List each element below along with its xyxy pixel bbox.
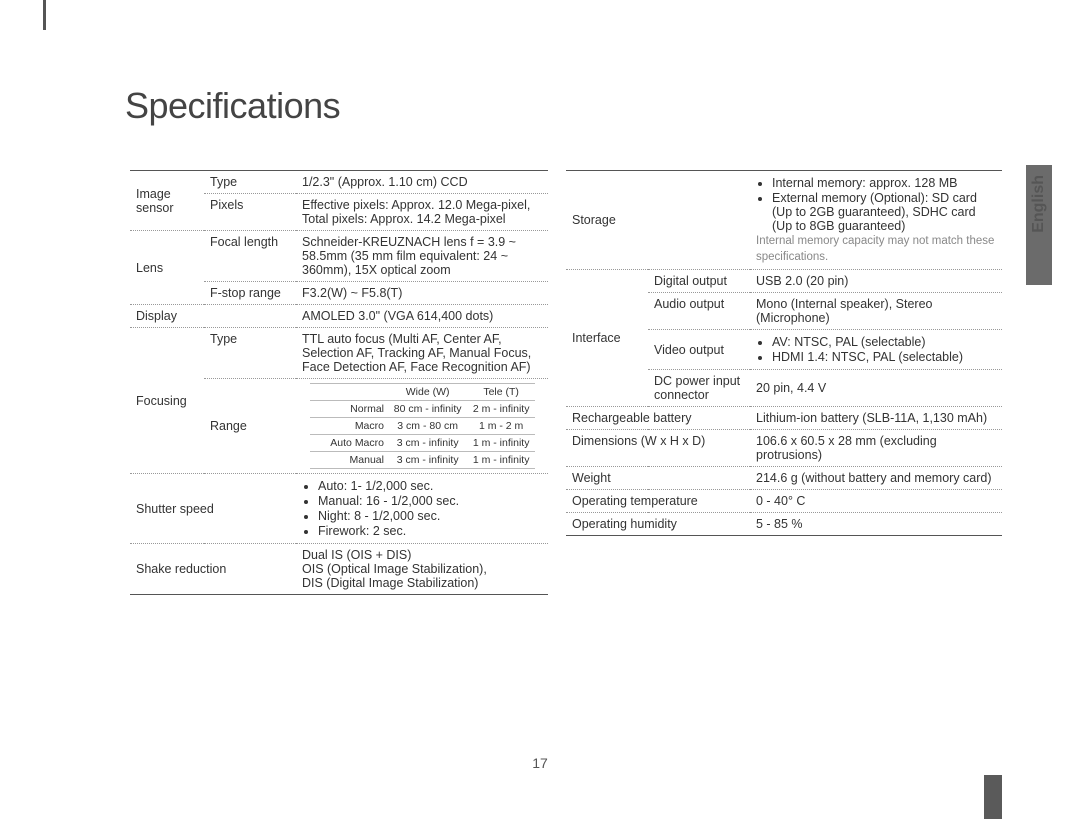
row-label: F-stop range <box>204 282 296 305</box>
specs-table-left: Image sensor Type 1/2.3" (Approx. 1.10 c… <box>130 170 548 595</box>
row-value: AMOLED 3.0" (VGA 614,400 dots) <box>296 305 548 328</box>
language-label: English <box>1030 175 1048 233</box>
row-label: Audio output <box>648 293 750 330</box>
list-item: HDMI 1.4: NTSC, PAL (selectable) <box>772 350 996 364</box>
page-title: Specifications <box>125 85 340 127</box>
range-table: Wide (W) Tele (T) Normal80 cm - infinity… <box>310 383 535 469</box>
cat-focusing: Focusing <box>130 328 204 474</box>
range-row: Auto Macro3 cm - infinity1 m - infinity <box>310 435 535 452</box>
video-list: AV: NTSC, PAL (selectable) HDMI 1.4: NTS… <box>756 335 996 364</box>
row-value: USB 2.0 (20 pin) <box>750 270 1002 293</box>
row-label: Video output <box>648 330 750 370</box>
row-value: 106.6 x 60.5 x 28 mm (excluding protrusi… <box>750 430 1002 467</box>
row-value: 20 pin, 4.4 V <box>750 370 1002 407</box>
cat-optemp: Operating temperature <box>566 490 750 513</box>
row-value: Effective pixels: Approx. 12.0 Mega-pixe… <box>296 194 548 231</box>
cat-shutter: Shutter speed <box>130 474 296 544</box>
row-value: 5 - 85 % <box>750 513 1002 536</box>
list-item: Internal memory: approx. 128 MB <box>772 176 996 190</box>
list-item: Auto: 1- 1/2,000 sec. <box>318 479 542 493</box>
cat-image-sensor: Image sensor <box>130 171 204 231</box>
row-label: Type <box>204 328 296 379</box>
row-value: TTL auto focus (Multi AF, Center AF, Sel… <box>296 328 548 379</box>
list-item: External memory (Optional): SD card (Up … <box>772 191 996 233</box>
range-cell: Wide (W) Tele (T) Normal80 cm - infinity… <box>296 379 548 474</box>
top-marker <box>43 0 46 30</box>
shutter-list: Auto: 1- 1/2,000 sec. Manual: 16 - 1/2,0… <box>302 479 542 538</box>
range-h2: Tele (T) <box>467 384 535 401</box>
range-row: Manual3 cm - infinity1 m - infinity <box>310 452 535 469</box>
row-value: 0 - 40° C <box>750 490 1002 513</box>
cat-storage: Storage <box>566 171 750 270</box>
row-value: 1/2.3" (Approx. 1.10 cm) CCD <box>296 171 548 194</box>
range-h0 <box>310 384 388 401</box>
cat-weight: Weight <box>566 467 750 490</box>
page-number: 17 <box>0 755 1080 771</box>
cat-dimensions: Dimensions (W x H x D) <box>566 430 750 467</box>
storage-cell: Internal memory: approx. 128 MB External… <box>750 171 1002 270</box>
range-row: Macro3 cm - 80 cm1 m - 2 m <box>310 418 535 435</box>
list-item: Night: 8 - 1/2,000 sec. <box>318 509 542 523</box>
cat-battery: Rechargeable battery <box>566 407 750 430</box>
row-label: Range <box>204 379 296 474</box>
list-item: Firework: 2 sec. <box>318 524 542 538</box>
storage-note: Internal memory capacity may not match t… <box>756 234 996 265</box>
bottom-marker <box>984 775 1002 819</box>
row-value: Dual IS (OIS + DIS) OIS (Optical Image S… <box>296 544 548 595</box>
range-h1: Wide (W) <box>388 384 467 401</box>
cat-shake: Shake reduction <box>130 544 296 595</box>
row-label: Type <box>204 171 296 194</box>
row-value: F3.2(W) ~ F5.8(T) <box>296 282 548 305</box>
list-item: Manual: 16 - 1/2,000 sec. <box>318 494 542 508</box>
shutter-cell: Auto: 1- 1/2,000 sec. Manual: 16 - 1/2,0… <box>296 474 548 544</box>
range-row: Normal80 cm - infinity2 m - infinity <box>310 401 535 418</box>
row-value: Lithium-ion battery (SLB-11A, 1,130 mAh) <box>750 407 1002 430</box>
specs-table-right: Storage Internal memory: approx. 128 MB … <box>566 170 1002 536</box>
cat-display: Display <box>130 305 296 328</box>
cat-interface: Interface <box>566 270 648 407</box>
list-item: AV: NTSC, PAL (selectable) <box>772 335 996 349</box>
cat-ophum: Operating humidity <box>566 513 750 536</box>
storage-list: Internal memory: approx. 128 MB External… <box>756 176 996 233</box>
row-label: Pixels <box>204 194 296 231</box>
row-label: Focal length <box>204 231 296 282</box>
spec-page: Specifications English Image sensor Type… <box>0 0 1080 835</box>
row-value: 214.6 g (without battery and memory card… <box>750 467 1002 490</box>
range-header-row: Wide (W) Tele (T) <box>310 384 535 401</box>
video-cell: AV: NTSC, PAL (selectable) HDMI 1.4: NTS… <box>750 330 1002 370</box>
cat-lens: Lens <box>130 231 204 305</box>
row-label: Digital output <box>648 270 750 293</box>
row-label: DC power input connector <box>648 370 750 407</box>
row-value: Schneider-KREUZNACH lens f = 3.9 ~ 58.5m… <box>296 231 548 282</box>
row-value: Mono (Internal speaker), Stereo (Microph… <box>750 293 1002 330</box>
